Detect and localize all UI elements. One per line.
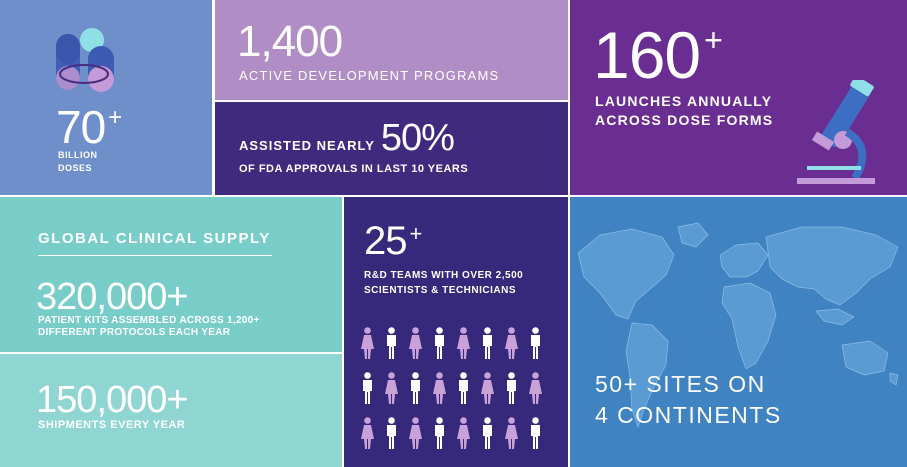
programs-value: 1,400 (237, 17, 343, 66)
man-icon (411, 372, 420, 404)
sites-line-2: 4 CONTINENTS (595, 402, 782, 428)
rnd-value: 25 (364, 219, 407, 263)
doses-label-1: BILLION (58, 150, 98, 160)
doses-plus: + (108, 104, 123, 131)
shipments-label: SHIPMENTS EVERY YEAR (38, 419, 186, 431)
man-icon (459, 372, 468, 404)
woman-icon (409, 327, 422, 359)
man-icon (435, 327, 444, 359)
shipments-tile: 150,000+ SHIPMENTS EVERY YEAR (0, 354, 342, 467)
woman-icon (457, 327, 470, 359)
man-icon (483, 417, 492, 449)
launches-label-1: LAUNCHES ANNUALLY (595, 93, 773, 109)
man-icon (483, 327, 492, 359)
woman-icon (505, 417, 518, 449)
man-icon (531, 417, 540, 449)
programs-tile: 1,400 ACTIVE DEVELOPMENT PROGRAMS (215, 0, 568, 100)
sites-line-1: 50+ SITES ON (595, 371, 766, 397)
man-icon (363, 372, 372, 404)
woman-icon (409, 417, 422, 449)
woman-icon (433, 372, 446, 404)
launches-plus: + (704, 22, 723, 58)
fda-prefix: ASSISTED NEARLY (239, 138, 375, 153)
man-icon (387, 417, 396, 449)
sites-tile: 50+ SITES ON 4 CONTINENTS (570, 197, 907, 467)
people-icon (360, 327, 560, 462)
woman-icon (457, 417, 470, 449)
fda-tile: ASSISTED NEARLY 50% OF FDA APPROVALS IN … (215, 102, 568, 195)
rnd-plus: + (409, 221, 423, 246)
launches-tile: 160 + LAUNCHES ANNUALLY ACROSS DOSE FORM… (570, 0, 907, 195)
man-icon (387, 327, 396, 359)
launches-value: 160 (593, 18, 701, 92)
clinical-heading: GLOBAL CLINICAL SUPPLY (38, 230, 271, 247)
woman-icon (361, 327, 374, 359)
shipments-value: 150,000+ (36, 379, 189, 421)
microscope-icon (797, 80, 875, 184)
doses-label-2: DOSES (58, 163, 93, 173)
man-icon (507, 372, 516, 404)
clinical-value: 320,000+ (36, 276, 189, 318)
programs-label: ACTIVE DEVELOPMENT PROGRAMS (239, 68, 500, 83)
clinical-label-2: DIFFERENT PROTOCOLS EACH YEAR (38, 327, 231, 338)
doses-tile: 70 + BILLION DOSES (0, 0, 212, 195)
clinical-label-1: PATIENT KITS ASSEMBLED ACROSS 1,200+ (38, 315, 260, 326)
woman-icon (361, 417, 374, 449)
capsules-icon (56, 28, 114, 92)
clinical-tile: GLOBAL CLINICAL SUPPLY 320,000+ PATIENT … (0, 197, 342, 352)
rnd-label-1: R&D TEAMS WITH OVER 2,500 (364, 270, 524, 281)
launches-label-2: ACROSS DOSE FORMS (595, 112, 774, 128)
fda-label: OF FDA APPROVALS IN LAST 10 YEARS (239, 163, 469, 175)
man-icon (531, 327, 540, 359)
rnd-label-2: SCIENTISTS & TECHNICIANS (364, 285, 517, 296)
woman-icon (385, 372, 398, 404)
rnd-tile: 25 + R&D TEAMS WITH OVER 2,500 SCIENTIST… (344, 197, 568, 467)
clinical-divider (38, 255, 272, 256)
woman-icon (481, 372, 494, 404)
world-map-icon (577, 222, 899, 428)
man-icon (435, 417, 444, 449)
woman-icon (505, 327, 518, 359)
woman-icon (529, 372, 542, 404)
fda-value: 50% (380, 117, 455, 159)
doses-value: 70 (56, 101, 106, 153)
